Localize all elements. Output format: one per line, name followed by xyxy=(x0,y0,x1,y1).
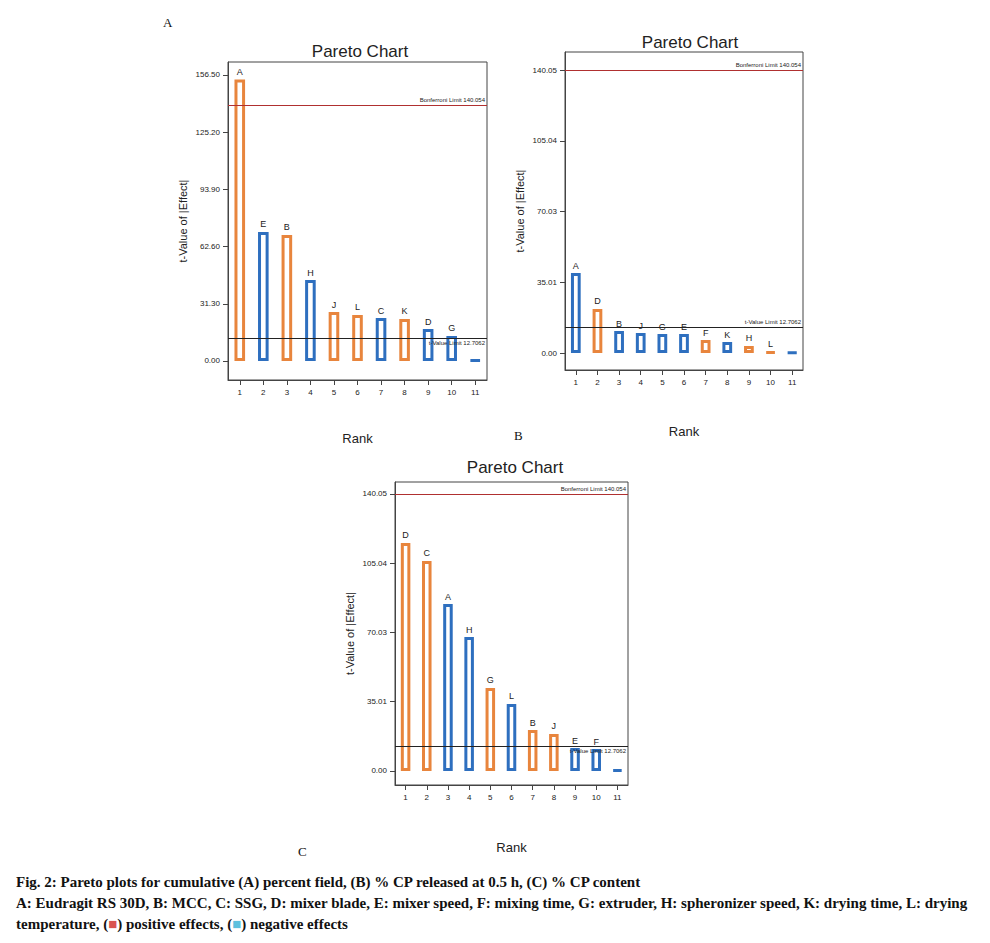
svg-text:35.01: 35.01 xyxy=(367,697,388,706)
svg-text:D: D xyxy=(594,296,601,306)
svg-text:4: 4 xyxy=(467,793,472,802)
svg-text:E: E xyxy=(260,219,266,229)
svg-text:K: K xyxy=(724,330,730,340)
svg-text:6: 6 xyxy=(682,378,687,387)
svg-text:9: 9 xyxy=(573,793,578,802)
svg-text:H: H xyxy=(466,625,473,635)
svg-text:2: 2 xyxy=(261,388,266,397)
svg-text:9: 9 xyxy=(426,388,431,397)
svg-text:t-Value of |Effect|: t-Value of |Effect| xyxy=(344,592,356,675)
svg-text:t-Value Limit 12.7062: t-Value Limit 12.7062 xyxy=(745,319,802,325)
svg-text:E: E xyxy=(572,736,578,746)
svg-text:1: 1 xyxy=(574,378,579,387)
svg-text:Pareto Chart: Pareto Chart xyxy=(642,33,739,52)
svg-text:9: 9 xyxy=(747,378,752,387)
svg-text:0.00: 0.00 xyxy=(541,349,557,358)
svg-text:11: 11 xyxy=(613,793,622,802)
svg-text:E: E xyxy=(681,322,687,332)
svg-text:62.60: 62.60 xyxy=(200,242,221,251)
svg-text:10: 10 xyxy=(592,793,601,802)
svg-text:4: 4 xyxy=(308,388,313,397)
svg-text:G: G xyxy=(487,675,494,685)
svg-text:1: 1 xyxy=(238,388,243,397)
svg-text:H: H xyxy=(746,333,753,343)
html-text:Fig. 2: Pareto plots for cumul: Fig. 2: Pareto plots for cumulative (A) … xyxy=(16,874,641,890)
svg-text:F: F xyxy=(703,328,709,338)
svg-text:3: 3 xyxy=(285,388,290,397)
svg-text:3: 3 xyxy=(446,793,451,802)
svg-text:Rank: Rank xyxy=(669,424,700,439)
svg-text:C: C xyxy=(378,306,385,316)
svg-text:t-Value of |Effect|: t-Value of |Effect| xyxy=(177,180,189,263)
svg-text:93.90: 93.90 xyxy=(200,185,221,194)
svg-text:A: A xyxy=(445,592,451,602)
svg-text:8: 8 xyxy=(725,378,730,387)
svg-text:J: J xyxy=(332,300,337,310)
svg-text:Rank: Rank xyxy=(342,431,373,446)
svg-text:10: 10 xyxy=(766,378,775,387)
html-text:A: Eudragit RS 30D, B: MCC, C:: A: Eudragit RS 30D, B: MCC, C: SSG, D: m… xyxy=(16,895,968,932)
svg-text:70.03: 70.03 xyxy=(367,628,388,637)
svg-text:1: 1 xyxy=(403,793,408,802)
svg-text:Rank: Rank xyxy=(496,840,527,855)
svg-text:L: L xyxy=(509,691,514,701)
svg-text:K: K xyxy=(402,306,408,316)
svg-text:t-Value Limit 12.7062: t-Value Limit 12.7062 xyxy=(429,340,486,346)
svg-text:6: 6 xyxy=(509,793,514,802)
svg-text:J: J xyxy=(638,321,643,331)
svg-text:2: 2 xyxy=(425,793,430,802)
svg-text:B: B xyxy=(284,222,290,232)
svg-text:D: D xyxy=(425,317,432,327)
svg-text:105.04: 105.04 xyxy=(363,559,388,568)
svg-text:B: B xyxy=(616,318,623,329)
svg-text:Bonferroni Limit 140.054: Bonferroni Limit 140.054 xyxy=(736,62,802,68)
svg-text:5: 5 xyxy=(332,388,337,397)
svg-text:A: A xyxy=(573,261,579,271)
svg-text:A: A xyxy=(237,67,243,77)
svg-text:B: B xyxy=(514,428,523,443)
svg-text:D: D xyxy=(402,530,409,540)
svg-text:3: 3 xyxy=(617,378,622,387)
svg-text:11: 11 xyxy=(471,388,480,397)
svg-text:31.30: 31.30 xyxy=(200,299,221,308)
svg-text:5: 5 xyxy=(660,378,665,387)
svg-text:A: A xyxy=(163,15,173,30)
svg-text:8: 8 xyxy=(552,793,557,802)
svg-text:Bonferroni Limit 140.054: Bonferroni Limit 140.054 xyxy=(420,97,486,103)
svg-text:Pareto Chart: Pareto Chart xyxy=(467,458,564,477)
svg-text:H: H xyxy=(307,268,314,278)
svg-text:0.00: 0.00 xyxy=(371,766,387,775)
svg-text:8: 8 xyxy=(402,388,407,397)
svg-text:2: 2 xyxy=(595,378,600,387)
svg-text:4: 4 xyxy=(639,378,644,387)
svg-text:Pareto Chart: Pareto Chart xyxy=(312,42,409,61)
svg-text:6: 6 xyxy=(355,388,360,397)
svg-text:F: F xyxy=(593,737,599,747)
svg-text:t-Value Limit 12.7062: t-Value Limit 12.7062 xyxy=(570,748,627,754)
svg-text:t-Value of |Effect|: t-Value of |Effect| xyxy=(514,170,526,253)
svg-text:B: B xyxy=(530,718,536,728)
svg-text:140.05: 140.05 xyxy=(533,66,558,75)
svg-text:156.50: 156.50 xyxy=(196,70,221,79)
svg-text:G: G xyxy=(448,323,455,333)
svg-text:Bonferroni Limit 140.054: Bonferroni Limit 140.054 xyxy=(561,486,627,492)
svg-text:G: G xyxy=(659,322,666,332)
svg-text:7: 7 xyxy=(379,388,384,397)
svg-text:35.01: 35.01 xyxy=(537,278,558,287)
svg-text:70.03: 70.03 xyxy=(537,207,558,216)
svg-text:C: C xyxy=(424,548,431,558)
svg-text:0.00: 0.00 xyxy=(204,356,220,365)
svg-text:7: 7 xyxy=(703,378,708,387)
svg-text:11: 11 xyxy=(788,378,797,387)
svg-text:C: C xyxy=(298,844,307,859)
svg-text:140.05: 140.05 xyxy=(363,489,388,498)
svg-text:10: 10 xyxy=(447,388,456,397)
svg-text:105.04: 105.04 xyxy=(533,136,558,145)
svg-text:J: J xyxy=(552,721,557,731)
svg-text:7: 7 xyxy=(530,793,535,802)
svg-text:125.20: 125.20 xyxy=(196,128,221,137)
svg-text:5: 5 xyxy=(488,793,493,802)
svg-text:L: L xyxy=(355,302,360,312)
svg-text:L: L xyxy=(768,339,773,349)
